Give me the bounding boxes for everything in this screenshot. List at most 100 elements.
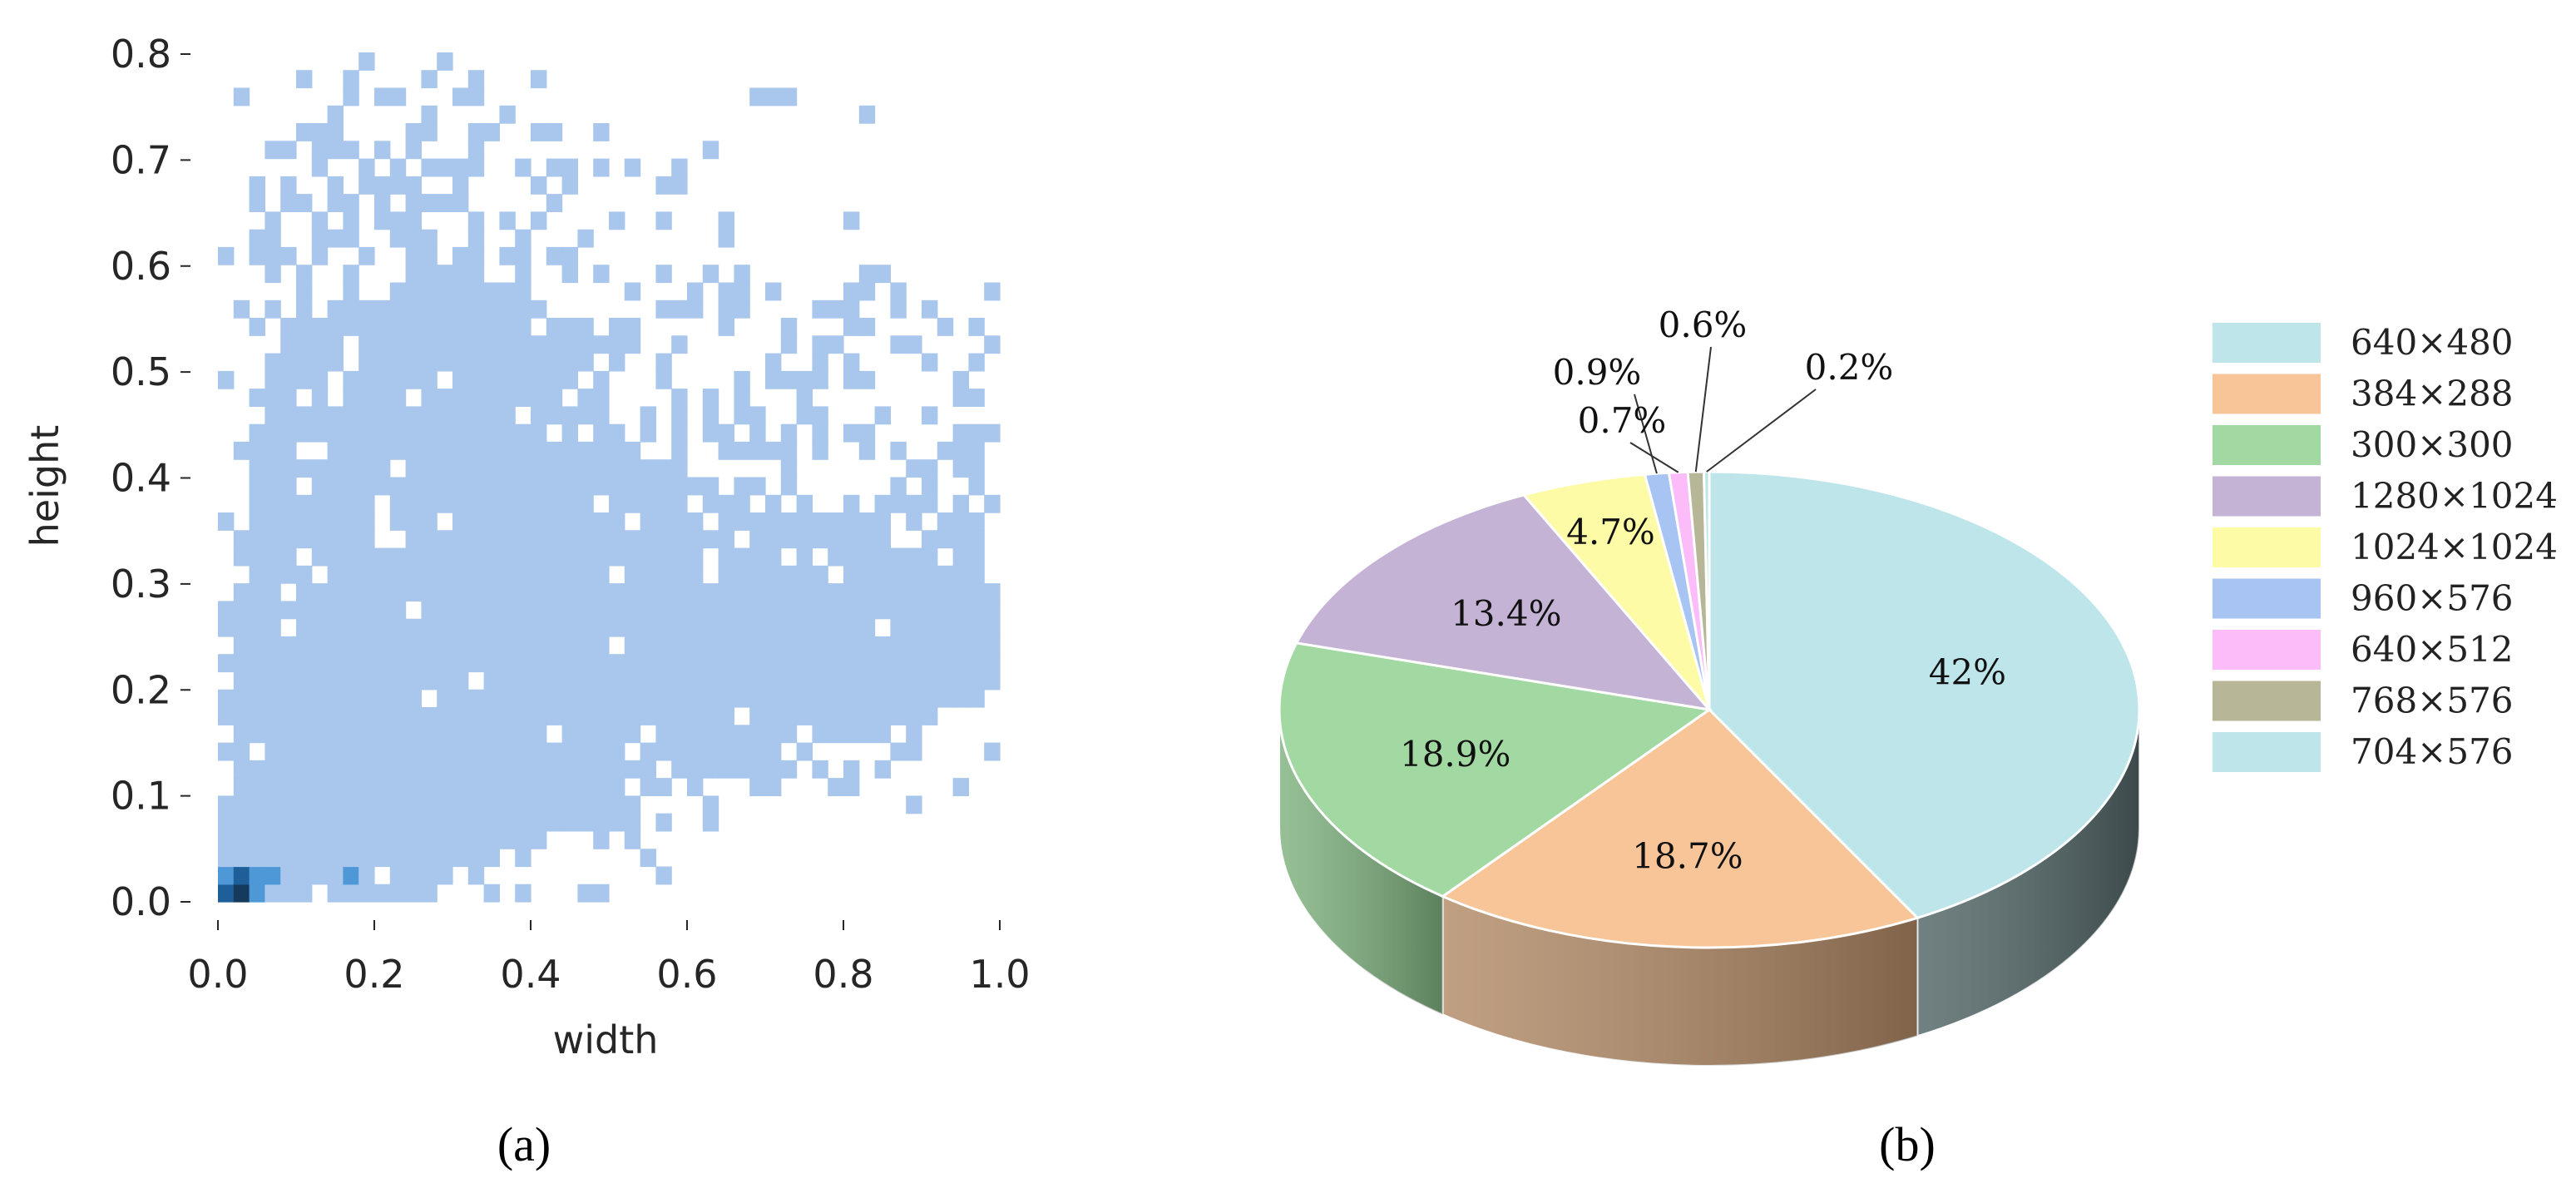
heatmap-cell [358, 884, 375, 903]
y-axis-ticks: 0.0 0.1 0.2 0.3 0.4 0.5 0.6 0.7 0.8 [111, 32, 190, 924]
heatmap-cell [343, 601, 359, 620]
heatmap-cell [437, 477, 453, 496]
heatmap-cell [311, 778, 329, 796]
legend-label: 384×288 [2351, 374, 2514, 414]
heatmap-cell [483, 565, 500, 584]
heatmap-cell [546, 318, 563, 336]
heatmap-cell [499, 707, 516, 725]
heatmap-cell [374, 760, 391, 779]
heatmap-cell [874, 583, 891, 602]
heatmap-cell [249, 583, 265, 602]
leader-line [1694, 346, 1712, 473]
heatmap-cell [655, 176, 672, 195]
heatmap-cell [358, 530, 375, 549]
heatmap-cell [515, 353, 532, 372]
heatmap-cell [843, 601, 860, 620]
heatmap-cell [561, 494, 578, 513]
heatmap-cell [812, 707, 828, 725]
pie-side-shade [1279, 710, 1443, 1015]
heatmap-cell [952, 601, 969, 620]
heatmap-cell [374, 335, 391, 354]
heatmap-cell [374, 318, 391, 336]
heatmap-cell [452, 282, 469, 301]
heatmap-cell [421, 849, 438, 868]
heatmap-cell [734, 618, 750, 637]
heatmap-cell [593, 441, 610, 460]
heatmap-cell [437, 52, 453, 71]
heatmap-cell [358, 494, 375, 513]
heatmap-cell [389, 423, 407, 443]
pie-label: 42% [1929, 652, 2006, 693]
heatmap-cell [843, 565, 860, 584]
heatmap-cell [483, 795, 500, 814]
heatmap-cell [702, 406, 719, 425]
heatmap-cell [858, 105, 876, 124]
heatmap-cell [858, 583, 876, 602]
heatmap-cell [531, 778, 547, 796]
heatmap-cell [327, 689, 344, 708]
heatmap-cell [327, 813, 344, 832]
heatmap-cell [952, 547, 969, 567]
heatmap-cell [890, 300, 907, 319]
heatmap-cell [499, 830, 516, 849]
heatmap-cell [296, 795, 313, 814]
heatmap-cell [405, 211, 422, 230]
heatmap-cell [671, 707, 688, 725]
heatmap-cell [593, 725, 610, 744]
heatmap-cell [890, 282, 907, 301]
heatmap-cell [296, 618, 313, 637]
heatmap-cell [233, 849, 250, 868]
heatmap-cell [280, 725, 297, 744]
heatmap-cell [671, 547, 688, 567]
heatmap-cell [218, 601, 235, 620]
heatmap-cell [265, 423, 281, 443]
legend-swatch [2213, 323, 2321, 363]
heatmap-cell [749, 742, 766, 761]
heatmap-cell [765, 760, 782, 779]
heatmap-cell [718, 512, 734, 531]
heatmap-cell [734, 583, 750, 602]
heatmap-cell [655, 707, 672, 725]
heatmap-cell [343, 441, 359, 460]
heatmap-cell [437, 601, 453, 620]
heatmap-cell [577, 547, 594, 567]
heatmap-cell [452, 778, 469, 796]
heatmap-cell [906, 618, 922, 637]
heatmap-cell [467, 813, 485, 832]
heatmap-cell [280, 176, 297, 195]
heatmap-cell [405, 760, 422, 779]
heatmap-cell [687, 530, 704, 549]
heatmap-cell [218, 813, 235, 832]
heatmap-cell [218, 884, 235, 903]
heatmap-cell [421, 671, 438, 691]
heatmap-cell [311, 477, 329, 496]
heatmap-cell [890, 494, 907, 513]
heatmap-cell [467, 353, 485, 372]
heatmap-cell [374, 406, 391, 425]
heatmap-cell [671, 601, 688, 620]
heatmap-cell [358, 636, 375, 655]
heatmap-cell [812, 636, 828, 655]
heatmap-cell [437, 300, 453, 319]
heatmap-cell [343, 477, 359, 496]
heatmap-cell [734, 512, 750, 531]
heatmap-cell [952, 530, 969, 549]
heatmap-cell [311, 618, 329, 637]
heatmap-cell [765, 689, 782, 708]
heatmap-cell [531, 601, 547, 620]
heatmap-cell [499, 211, 516, 230]
heatmap-cell [843, 671, 860, 691]
heatmap-cell [280, 406, 297, 425]
heatmap-cell [843, 618, 860, 637]
heatmap-cell [546, 494, 563, 513]
heatmap-cell [452, 671, 469, 691]
heatmap-cell [687, 583, 704, 602]
heatmap-cell [296, 742, 313, 761]
heatmap-cell [640, 423, 656, 443]
heatmap-cell [984, 335, 1001, 354]
heatmap-cell [561, 441, 578, 460]
heatmap-cell [389, 601, 407, 620]
heatmap-cell [640, 671, 656, 691]
heatmap-cell [374, 671, 391, 691]
pie-leader-lines [1629, 346, 1817, 474]
